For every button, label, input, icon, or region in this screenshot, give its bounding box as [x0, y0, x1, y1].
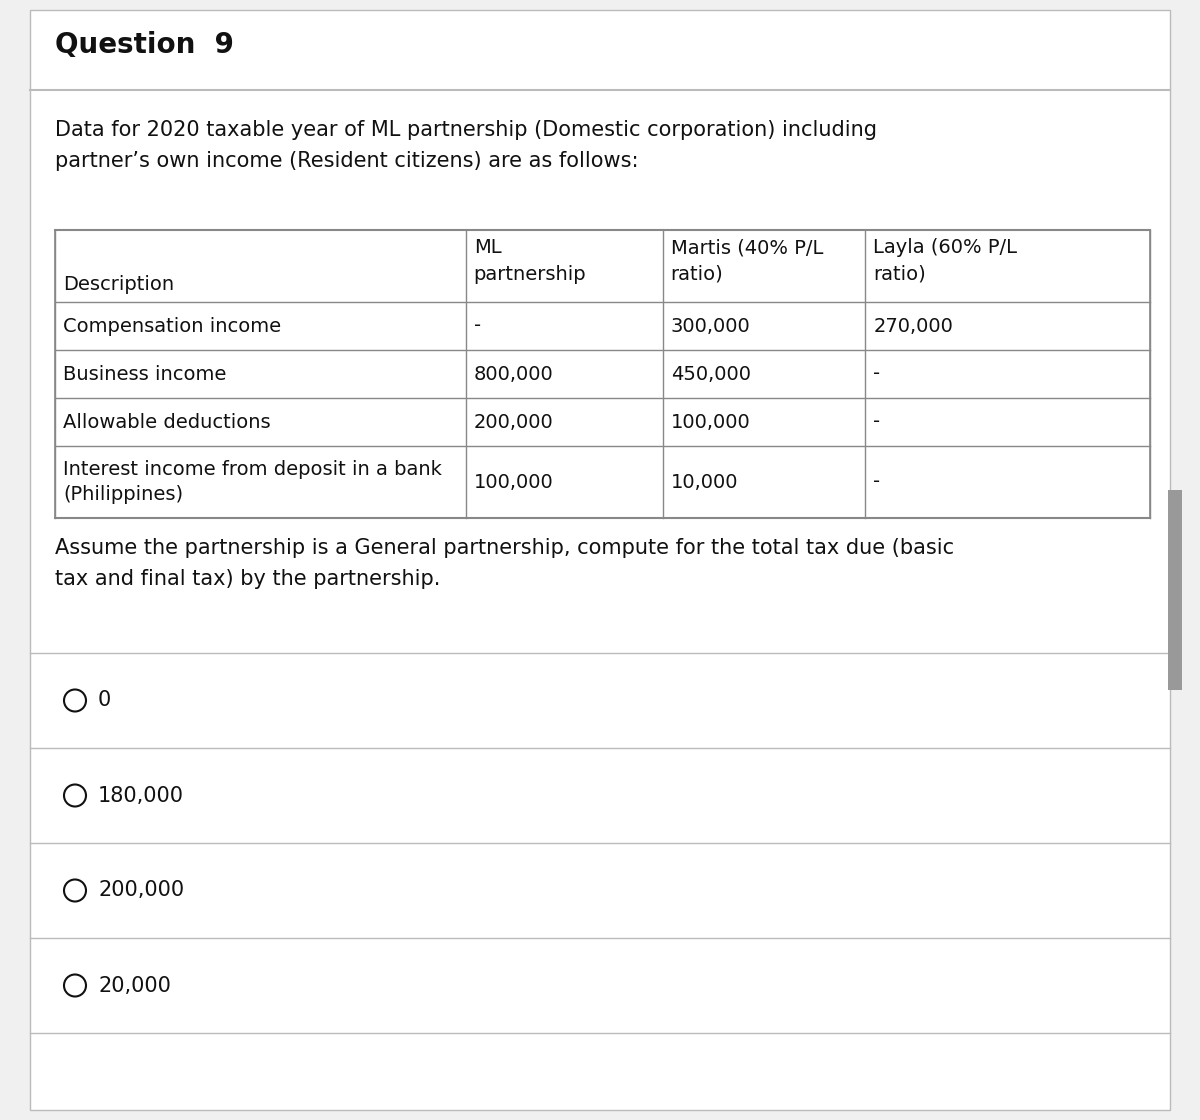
Text: Data for 2020 taxable year of ML partnership (Domestic corporation) including
pa: Data for 2020 taxable year of ML partner… [55, 120, 877, 171]
Text: 800,000: 800,000 [474, 364, 553, 383]
Text: 20,000: 20,000 [98, 976, 170, 996]
Text: Description: Description [64, 276, 174, 295]
Text: -: - [874, 364, 881, 383]
Bar [55, 230, 1150, 517]
Bar [1168, 491, 1182, 690]
Text: 100,000: 100,000 [474, 473, 553, 492]
Text: 450,000: 450,000 [671, 364, 751, 383]
Text: Business income: Business income [64, 364, 227, 383]
Text: 200,000: 200,000 [474, 412, 553, 431]
Text: Layla (60% P/L
ratio): Layla (60% P/L ratio) [874, 239, 1018, 283]
Text: -: - [874, 473, 881, 492]
Text: Question  9: Question 9 [55, 31, 234, 59]
Text: ML
partnership: ML partnership [474, 239, 587, 283]
Text: 300,000: 300,000 [671, 317, 750, 336]
Text: Compensation income: Compensation income [64, 317, 281, 336]
Text: Allowable deductions: Allowable deductions [64, 412, 271, 431]
Text: Assume the partnership is a General partnership, compute for the total tax due (: Assume the partnership is a General part… [55, 538, 954, 589]
Text: Interest income from deposit in a bank
(Philippines): Interest income from deposit in a bank (… [64, 460, 442, 504]
Text: 0: 0 [98, 691, 112, 710]
Text: 270,000: 270,000 [874, 317, 953, 336]
Text: 10,000: 10,000 [671, 473, 738, 492]
Text: 100,000: 100,000 [671, 412, 750, 431]
Text: Martis (40% P/L
ratio): Martis (40% P/L ratio) [671, 239, 823, 283]
Text: -: - [474, 317, 481, 336]
Text: -: - [874, 412, 881, 431]
Text: 200,000: 200,000 [98, 880, 184, 900]
Text: 180,000: 180,000 [98, 785, 184, 805]
